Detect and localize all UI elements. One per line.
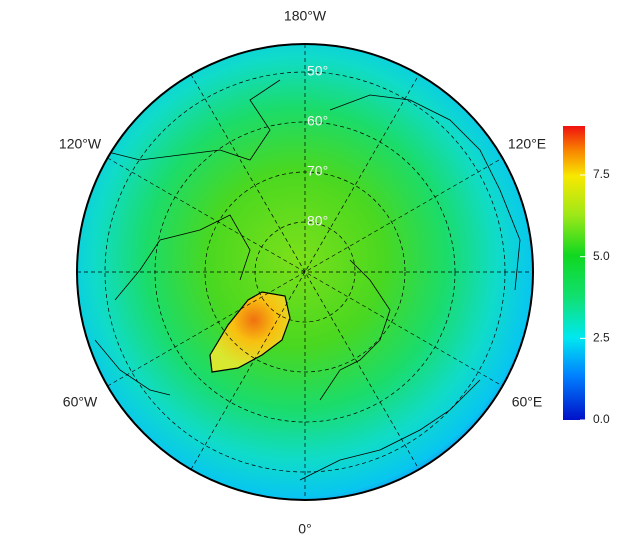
map-area: [77, 44, 533, 500]
colorbar-tick-label: 5.0: [593, 249, 610, 263]
longitude-label: 60°E: [512, 394, 543, 410]
parallel: [154, 121, 456, 423]
greenland: [209, 291, 291, 373]
longitude-label: 180°W: [284, 8, 327, 24]
colorbar-tick-label: 7.5: [593, 167, 610, 181]
latitude-label: 50°: [307, 63, 328, 79]
latitude-label: 80°: [307, 213, 328, 229]
colorbar: [563, 126, 585, 420]
longitude-label: 120°E: [508, 136, 546, 152]
map-border: [76, 43, 534, 501]
parallel: [204, 171, 406, 373]
colorbar-tick-label: 2.5: [593, 331, 610, 345]
latitude-label: 60°: [307, 113, 328, 129]
parallel: [254, 221, 356, 323]
longitude-label: 120°W: [59, 136, 102, 152]
coastlines: [94, 79, 521, 481]
longitude-label: 60°W: [63, 394, 98, 410]
latitude-label: 70°: [307, 163, 328, 179]
meridian: [190, 74, 420, 470]
colorbar-tick-label: 0.0: [593, 412, 610, 426]
parallel: [104, 71, 506, 473]
longitude-label: 0°: [298, 521, 311, 537]
